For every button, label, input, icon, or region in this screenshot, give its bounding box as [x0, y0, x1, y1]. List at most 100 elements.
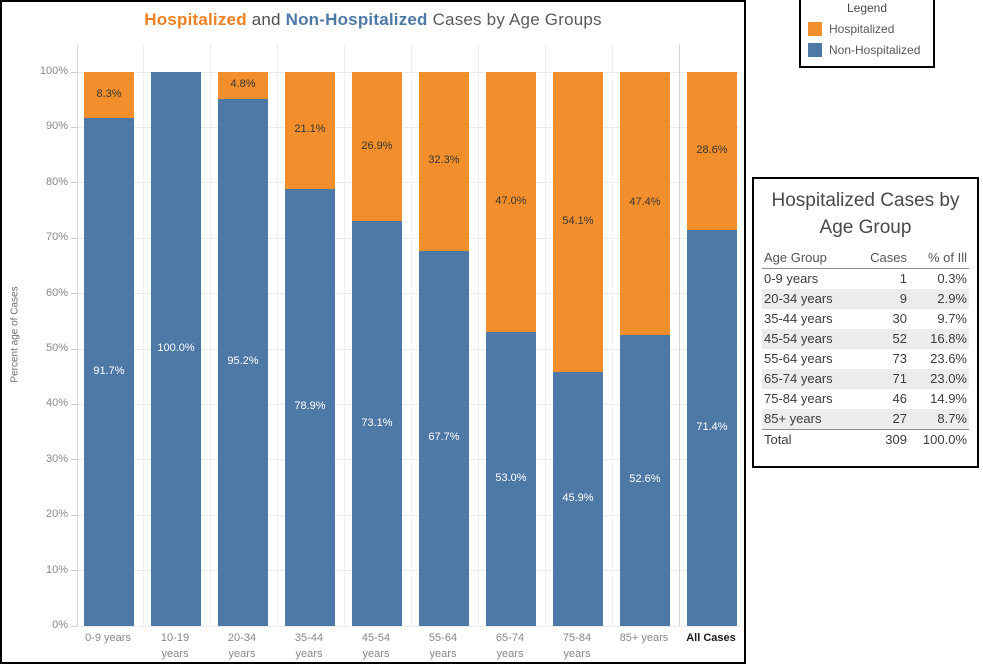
bar-segment-hospitalized[interactable] — [620, 72, 670, 335]
legend-item-non-hospitalized[interactable]: Non-Hospitalized — [801, 39, 933, 60]
table-row: 55-64 years 73 23.6% — [762, 349, 969, 369]
bar-segment-non-hospitalized[interactable] — [687, 230, 737, 626]
bar-value-label: 67.7% — [428, 431, 460, 444]
bar-value-label: 54.1% — [562, 214, 594, 227]
table-total-row: Total 309 100.0% — [762, 429, 969, 450]
plot-area: 8.3% 91.7% 100.0% 4.8% 95.2% 21.1% 78.9% 26.9% 7… — [77, 44, 740, 627]
bar-value-label: 32.3% — [428, 154, 460, 167]
bar-segment-non-hospitalized[interactable] — [151, 72, 201, 626]
table-cell: 35-44 years — [764, 311, 833, 326]
bar-value-label: 100.0% — [157, 342, 195, 354]
legend-title: Legend — [846, 1, 888, 15]
bar-segment-hospitalized[interactable] — [419, 72, 469, 251]
y-tick-mark — [71, 625, 77, 627]
legend-item-label: Hospitalized — [829, 21, 895, 36]
table-cell: 27 — [892, 411, 907, 426]
y-tick-mark — [71, 71, 77, 73]
bar-value-label: 21.1% — [294, 123, 326, 136]
y-tick-mark — [71, 126, 77, 128]
y-tick-label: 60% — [45, 286, 68, 299]
y-tick-label: 100% — [39, 65, 68, 77]
all-cases-divider — [678, 44, 680, 626]
bar-value-label: 71.4% — [696, 421, 728, 434]
gridline — [78, 71, 740, 73]
bar-segment-non-hospitalized[interactable] — [486, 332, 536, 626]
y-tick-mark — [71, 293, 77, 295]
y-tick-label: 20% — [45, 508, 68, 521]
table-row: 45-54 years 52 16.8% — [762, 329, 969, 349]
y-tick-label: 90% — [45, 120, 68, 133]
y-tick-mark — [71, 570, 77, 572]
y-tick-mark — [71, 514, 77, 516]
table-title-line1: Hospitalized Cases by — [771, 190, 960, 211]
table-title: Hospitalized Cases by Age Group — [762, 187, 969, 241]
legend-item-label: Non-Hospitalized — [829, 42, 921, 57]
table-header-age-group: Age Group — [762, 248, 861, 269]
table-row: 65-74 years 71 23.0% — [762, 369, 969, 389]
table-cell: 2.9% — [937, 291, 967, 306]
bar-segment-non-hospitalized[interactable] — [285, 188, 335, 626]
column-divider — [142, 44, 144, 626]
table-cell: 65-74 years — [764, 371, 833, 386]
bar-segment-hospitalized[interactable] — [84, 72, 134, 118]
y-tick-label: 40% — [45, 397, 68, 410]
table-cell: 75-84 years — [764, 391, 833, 406]
bar-segment-hospitalized[interactable] — [285, 72, 335, 189]
bar-value-label: 91.7% — [93, 364, 125, 377]
table-total-label: Total — [762, 429, 861, 450]
x-axis-label: 35-44 years — [294, 632, 324, 660]
x-axis-label: 10-19 years — [160, 632, 190, 660]
y-tick-label: 50% — [45, 342, 68, 354]
bar-value-label: 47.0% — [495, 195, 527, 208]
gridline — [78, 126, 740, 128]
bar-segment-hospitalized[interactable] — [486, 72, 536, 333]
gridline — [78, 348, 740, 350]
bar-value-label: 8.3% — [96, 87, 122, 100]
table-row: 20-34 years 9 2.9% — [762, 289, 969, 309]
chart-title-non-hospitalized: Non-Hospitalized — [285, 10, 428, 29]
table-cell: 85+ years — [764, 411, 822, 426]
table-cell: 20-34 years — [764, 291, 833, 306]
table-row: 75-84 years 46 14.9% — [762, 389, 969, 409]
table-cell: 1 — [899, 271, 907, 286]
bar-segment-non-hospitalized[interactable] — [218, 98, 268, 626]
table-cell: 8.7% — [937, 411, 967, 426]
table-row: 35-44 years 30 9.7% — [762, 309, 969, 329]
bar-value-label: 73.1% — [361, 416, 393, 429]
gridline — [78, 237, 740, 239]
column-divider — [276, 44, 278, 626]
bar-segment-hospitalized[interactable] — [352, 72, 402, 222]
bar-segment-hospitalized[interactable] — [218, 72, 268, 99]
column-divider — [410, 44, 412, 626]
y-tick-mark — [71, 182, 77, 184]
gridline — [78, 514, 740, 516]
x-axis-label: 65-74 years — [495, 632, 525, 660]
x-axis-label: 75-84 years — [562, 632, 592, 660]
legend-item-hospitalized[interactable]: Hospitalized — [801, 18, 933, 39]
bar-value-label: 78.9% — [294, 400, 326, 413]
bar-segment-non-hospitalized[interactable] — [419, 250, 469, 626]
bar-value-label: 95.2% — [227, 355, 259, 368]
bar-segment-non-hospitalized[interactable] — [553, 371, 603, 626]
gridline — [78, 459, 740, 461]
column-divider — [611, 44, 613, 626]
table-cell: 23.6% — [930, 351, 967, 366]
bar-value-label: 53.0% — [495, 472, 527, 485]
y-tick-mark — [71, 237, 77, 239]
table-total-cases: 309 — [861, 429, 909, 450]
table-cell: 45-54 years — [764, 331, 833, 346]
bar-segment-non-hospitalized[interactable] — [84, 117, 134, 626]
chart-title: Hospitalized and Non-Hospitalized Cases … — [2, 10, 744, 30]
gridline — [78, 182, 740, 184]
bar-segment-hospitalized[interactable] — [553, 72, 603, 372]
bar-segment-non-hospitalized[interactable] — [620, 334, 670, 626]
bar-segment-hospitalized[interactable] — [687, 72, 737, 231]
bar-segment-non-hospitalized[interactable] — [352, 221, 402, 626]
table-cell: 46 — [892, 391, 907, 406]
bar-value-label: 52.6% — [629, 473, 661, 486]
table-cell: 0-9 years — [764, 271, 819, 286]
table-cell: 52 — [892, 331, 907, 346]
column-divider — [209, 44, 211, 626]
bar-value-label: 26.9% — [361, 139, 393, 152]
table-row: 85+ years 27 8.7% — [762, 409, 969, 430]
